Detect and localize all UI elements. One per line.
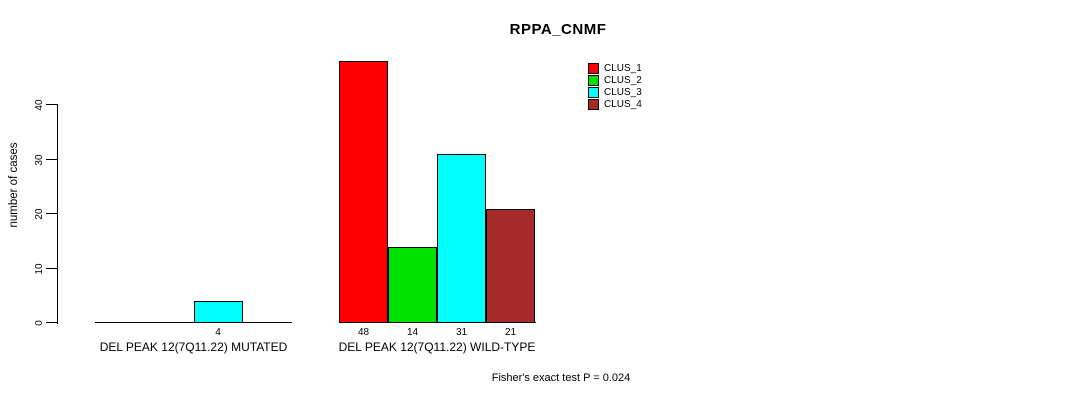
y-axis-title: number of cases xyxy=(8,142,20,228)
bar-CLUS_2 xyxy=(388,247,437,323)
bar-value-label: 4 xyxy=(215,327,221,338)
y-tick-label: 10 xyxy=(34,263,45,275)
y-tick-label: 20 xyxy=(34,208,45,220)
legend-label: CLUS_3 xyxy=(604,87,642,98)
y-tick-mark xyxy=(46,159,57,160)
bar-CLUS_1 xyxy=(339,61,388,323)
bar-value-label: 48 xyxy=(357,327,370,338)
legend-item: CLUS_2 xyxy=(588,75,678,86)
bar-CLUS_4 xyxy=(486,209,535,323)
group-label: DEL PEAK 12(7Q11.22) WILD-TYPE xyxy=(338,340,536,354)
legend-label: CLUS_1 xyxy=(604,63,642,74)
fisher-test-note: Fisher's exact test P = 0.024 xyxy=(491,372,631,384)
y-tick-mark xyxy=(46,322,57,323)
legend-item: CLUS_1 xyxy=(588,63,678,74)
y-tick-mark xyxy=(46,104,57,105)
y-tick-label: 40 xyxy=(34,99,45,111)
y-tick-mark xyxy=(46,268,57,269)
legend-label: CLUS_2 xyxy=(604,75,642,86)
y-tick-label: 0 xyxy=(34,320,45,326)
bar-CLUS_3 xyxy=(437,154,486,323)
y-tick-label: 30 xyxy=(34,154,45,166)
y-axis-line xyxy=(57,104,58,324)
bar-value-label: 14 xyxy=(406,327,419,338)
legend-label: CLUS_4 xyxy=(604,99,642,110)
bar-value-label: 31 xyxy=(455,327,468,338)
chart-title: RPPA_CNMF xyxy=(509,21,607,38)
legend-swatch xyxy=(588,87,599,98)
bar-value-label: 21 xyxy=(504,327,517,338)
legend-item: CLUS_3 xyxy=(588,87,678,98)
legend-item: CLUS_4 xyxy=(588,99,678,110)
group-label: DEL PEAK 12(7Q11.22) MUTATED xyxy=(99,340,288,354)
bar-CLUS_3 xyxy=(193,301,243,323)
legend-swatch xyxy=(588,99,599,110)
legend-swatch xyxy=(588,75,599,86)
legend-swatch xyxy=(588,63,599,74)
y-tick-mark xyxy=(46,213,57,214)
